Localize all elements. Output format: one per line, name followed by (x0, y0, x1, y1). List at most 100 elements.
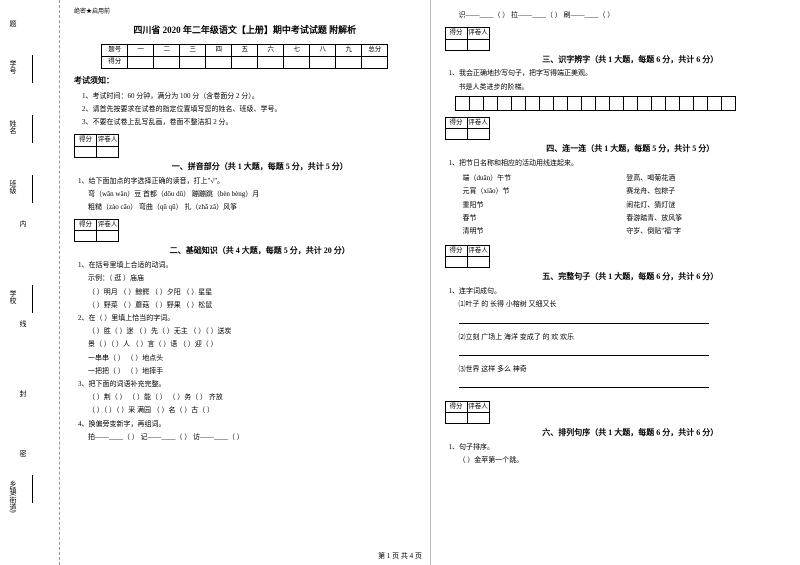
score-header-row: 题号 一 二 三 四 五 六 七 八 九 总分 (102, 44, 388, 56)
page-footer: 第 1 页 共 4 页 (0, 551, 800, 561)
matching-container: 端（duān）午节 元宵（xiāo）节 重阳节 春节 清明节 登高、喝菊花酒 赛… (459, 171, 787, 239)
cell: 得分 (102, 56, 128, 68)
vtext-feng: 封 (18, 390, 28, 397)
match-item: 春游踏青、放风筝 (626, 213, 786, 224)
cell: 六 (258, 44, 284, 56)
cell: 得分 (75, 220, 97, 231)
margin-label-class: 班级 (8, 180, 18, 194)
sentence-item: ⑶世界 这样 多么 神奇 (459, 364, 787, 375)
left-column: 绝密★启用前 四川省 2020 年二年级语文【上册】期中考试试题 附解析 题号 … (60, 0, 431, 565)
answer-line (459, 377, 787, 394)
cell: 得分 (75, 135, 97, 146)
match-item: 重阳节 (463, 200, 623, 211)
sentence-item: ⑵立刻 广场上 海洋 变成了 的 欢 欢乐 (459, 332, 787, 343)
margin-line (32, 55, 33, 83)
grade-box: 得分评卷人 (445, 117, 490, 140)
question: 1、在括号里填上合适的动词。 (78, 260, 416, 271)
cell: 得分 (445, 28, 467, 39)
page: 题 学号 姓名 班级 内 学校 线 封 密 乡镇(街道) 绝密★启用前 四川省 … (0, 0, 800, 565)
match-item: 赛龙舟、包粽子 (626, 186, 786, 197)
cell (284, 56, 310, 68)
notice-heading: 考试须知： (74, 75, 416, 88)
cell (445, 257, 467, 268)
section-title: 五、完整句子（共 1 大题，每题 6 分，共计 6 分） (475, 271, 787, 284)
cell: 二 (154, 44, 180, 56)
exam-title: 四川省 2020 年二年级语文【上册】期中考试试题 附解析 (74, 23, 416, 37)
cell: 评卷人 (467, 28, 489, 39)
question-line: （ ）荆（ ） （ ）能（ ） （ ）务（ ） 齐放 (88, 392, 416, 403)
grade-box: 得分评卷人 (445, 401, 490, 424)
question-sub: 书是人类进步的阶梯。 (459, 82, 787, 93)
section-title: 四、连一连（共 1 大题，每题 5 分，共计 5 分） (475, 143, 787, 156)
grade-box: 得分评卷人 (74, 134, 119, 157)
cell: 九 (336, 44, 362, 56)
writing-grid (455, 96, 736, 111)
score-table: 题号 一 二 三 四 五 六 七 八 九 总分 得分 (101, 44, 388, 69)
match-left: 端（duān）午节 元宵（xiāo）节 重阳节 春节 清明节 (459, 171, 623, 239)
cell (97, 146, 119, 157)
section-title: 六、排列句序（共 1 大题，每题 6 分，共计 6 分） (475, 427, 787, 440)
cell: 评卷人 (467, 401, 489, 412)
question: 1、句子排序。 (449, 442, 787, 453)
grade-box: 得分评卷人 (74, 219, 119, 242)
cell (232, 56, 258, 68)
question: 3、把下面的词语补充完整。 (78, 379, 416, 390)
cell (310, 56, 336, 68)
question-line: 景（ ）（ ）人 （ ）言（ ）语 （ ）迎（ ） (88, 339, 416, 350)
answer-line (459, 345, 787, 362)
cell (206, 56, 232, 68)
cell (445, 39, 467, 50)
binding-margin: 题 学号 姓名 班级 内 学校 线 封 密 乡镇(街道) (0, 0, 60, 565)
cell: 一 (128, 44, 154, 56)
cell (75, 146, 97, 157)
margin-line (32, 475, 33, 503)
margin-label-name: 姓名 (8, 120, 18, 134)
cell: 得分 (445, 401, 467, 412)
cell: 三 (180, 44, 206, 56)
question-line: （ ）明月 （ ）鲸鳄 （ ）夕阳 （ ）星星 (88, 287, 416, 298)
margin-line (32, 285, 33, 313)
match-item: 守岁、倒贴"福"字 (626, 226, 786, 237)
cell: 题号 (102, 44, 128, 56)
cell (445, 129, 467, 140)
cell (467, 129, 489, 140)
cell: 评卷人 (467, 246, 489, 257)
question: 1、我会正确地抄写句子，把字写得端正美观。 (449, 68, 787, 79)
match-item: 清明节 (463, 226, 623, 237)
question-line: （ ）野菜 （ ）蘑菇 （ ）野果 （ ）松鼠 (88, 300, 416, 311)
match-item: 端（duān）午节 (463, 173, 623, 184)
cell (362, 56, 388, 68)
cell (336, 56, 362, 68)
match-item: 元宵（xiāo）节 (463, 186, 623, 197)
question-line: 弯（wān wǎn）豆 首都（dōu dū） 蹦蹦跳（bèn bèng）月 (88, 189, 416, 200)
grade-box: 得分评卷人 (445, 27, 490, 50)
cell (467, 257, 489, 268)
margin-label-town: 乡镇(街道) (8, 480, 18, 513)
question: 1、给下面加点的字选择正确的读音，打上"√"。 (78, 176, 416, 187)
cell (128, 56, 154, 68)
question: 1、连字词成句。 (449, 286, 787, 297)
question-line: 识——____（ ） 拉——____（ ） 刷——____（ ） (459, 10, 787, 21)
section-title: 一、拼音部分（共 1 大题，每题 5 分，共计 5 分） (104, 161, 416, 174)
cell: 得分 (445, 117, 467, 128)
cell: 八 (310, 44, 336, 56)
question-line: （ ）胜（ ）迷 （ ）先（ ）无主 （ ）（ ）送炭 (88, 326, 416, 337)
match-item: 闹花灯、猜灯谜 (626, 200, 786, 211)
cell (97, 231, 119, 242)
cell (154, 56, 180, 68)
match-item: 登高、喝菊花酒 (626, 173, 786, 184)
example: 示例：（ 逛 ）庙庙 (88, 273, 416, 284)
section-header: 得分评卷人 (445, 117, 787, 140)
cell: 五 (232, 44, 258, 56)
section-header: 得分评卷人 (445, 27, 787, 50)
order-item: （ ）金苹第一个跳。 (459, 455, 787, 466)
cell: 评卷人 (97, 135, 119, 146)
question: 1、把节日名称和相应的活动用线连起来。 (449, 158, 787, 169)
question: 4、换偏旁变新字，再组词。 (78, 419, 416, 430)
answer-line (459, 313, 787, 330)
margin-line (32, 115, 33, 143)
vtext-xian: 线 (18, 320, 28, 327)
margin-label-id: 学号 (8, 60, 18, 74)
section-title: 三、识字辨字（共 1 大题，每题 6 分，共计 6 分） (475, 54, 787, 67)
notice-item: 1、考试时间：60 分钟，满分为 100 分（含卷面分 2 分）。 (82, 91, 416, 102)
